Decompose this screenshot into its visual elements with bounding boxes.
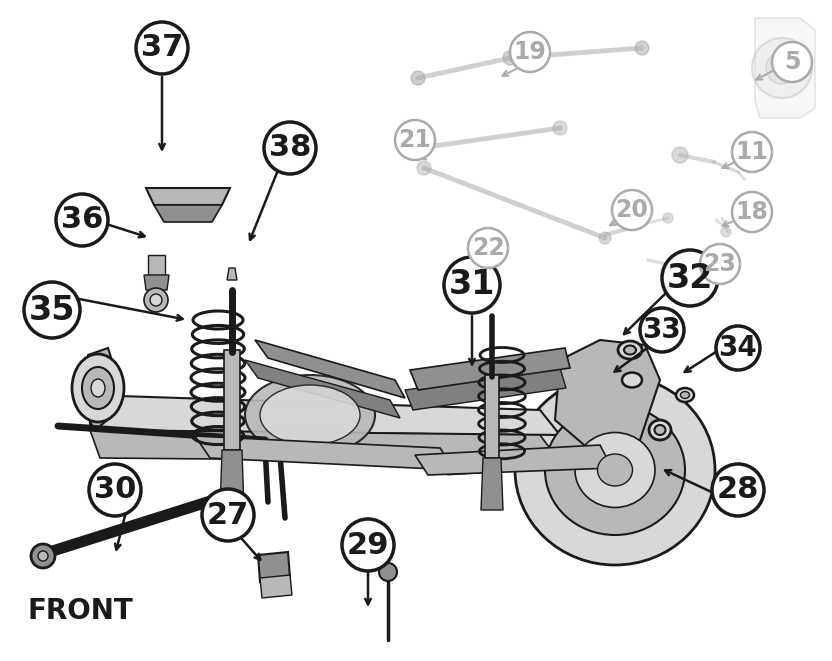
Polygon shape: [90, 395, 560, 435]
Circle shape: [712, 464, 764, 516]
Polygon shape: [90, 430, 560, 462]
Circle shape: [503, 51, 517, 65]
Circle shape: [612, 190, 652, 230]
Circle shape: [766, 52, 798, 84]
Ellipse shape: [575, 432, 655, 508]
Polygon shape: [82, 348, 115, 430]
Text: 32: 32: [666, 262, 713, 295]
Polygon shape: [245, 360, 400, 418]
Text: 35: 35: [29, 293, 75, 327]
Text: 28: 28: [717, 475, 759, 504]
Text: 11: 11: [735, 140, 769, 164]
Text: FRONT: FRONT: [28, 597, 134, 625]
Polygon shape: [255, 340, 405, 398]
Polygon shape: [410, 348, 570, 390]
Text: 27: 27: [207, 500, 249, 529]
Polygon shape: [195, 436, 455, 470]
Text: 38: 38: [269, 134, 311, 163]
Text: 36: 36: [61, 206, 103, 235]
Polygon shape: [415, 445, 612, 475]
Circle shape: [672, 147, 688, 163]
Circle shape: [635, 41, 649, 55]
Circle shape: [701, 267, 711, 277]
Polygon shape: [755, 18, 815, 118]
Circle shape: [772, 42, 812, 82]
Polygon shape: [555, 340, 660, 450]
Circle shape: [412, 140, 428, 156]
Circle shape: [640, 308, 684, 352]
Circle shape: [202, 489, 254, 541]
Ellipse shape: [82, 367, 114, 409]
Circle shape: [700, 244, 740, 284]
Polygon shape: [405, 368, 566, 410]
Circle shape: [553, 121, 567, 135]
Polygon shape: [224, 350, 240, 450]
Circle shape: [663, 213, 673, 223]
Text: 31: 31: [448, 268, 495, 301]
Circle shape: [417, 161, 431, 175]
Ellipse shape: [515, 375, 715, 565]
Text: 34: 34: [719, 334, 757, 362]
Circle shape: [468, 228, 508, 268]
Polygon shape: [481, 458, 503, 510]
Polygon shape: [154, 205, 222, 222]
Text: 33: 33: [642, 316, 681, 344]
Text: 18: 18: [735, 200, 769, 224]
Polygon shape: [146, 188, 230, 205]
Circle shape: [38, 551, 48, 561]
Ellipse shape: [676, 388, 694, 402]
Text: 5: 5: [784, 50, 800, 74]
Circle shape: [56, 194, 108, 246]
Text: 21: 21: [399, 128, 431, 152]
Circle shape: [411, 71, 425, 85]
Circle shape: [662, 250, 718, 306]
Ellipse shape: [649, 420, 671, 440]
Ellipse shape: [681, 391, 690, 399]
Circle shape: [444, 257, 500, 313]
Ellipse shape: [597, 454, 632, 486]
Ellipse shape: [545, 405, 685, 535]
Text: 23: 23: [704, 252, 736, 276]
Polygon shape: [260, 575, 292, 598]
Ellipse shape: [260, 385, 360, 445]
Circle shape: [24, 282, 80, 338]
Ellipse shape: [655, 425, 666, 435]
Circle shape: [89, 464, 141, 516]
Text: 37: 37: [141, 34, 183, 63]
Text: 20: 20: [616, 198, 648, 222]
Circle shape: [732, 132, 772, 172]
Circle shape: [136, 22, 188, 74]
Ellipse shape: [91, 379, 105, 397]
Ellipse shape: [245, 375, 375, 455]
Circle shape: [732, 192, 772, 232]
Circle shape: [31, 544, 55, 568]
Polygon shape: [148, 255, 165, 275]
Polygon shape: [144, 275, 169, 290]
Ellipse shape: [618, 341, 642, 359]
Circle shape: [264, 122, 316, 174]
Circle shape: [716, 326, 760, 370]
Circle shape: [721, 227, 731, 237]
Polygon shape: [220, 450, 244, 510]
Polygon shape: [258, 552, 290, 582]
Circle shape: [379, 563, 397, 581]
Text: 19: 19: [513, 40, 547, 64]
Circle shape: [510, 32, 550, 72]
Ellipse shape: [622, 373, 642, 387]
Circle shape: [144, 288, 168, 312]
Ellipse shape: [624, 346, 636, 354]
Circle shape: [150, 294, 162, 306]
Text: 29: 29: [347, 531, 389, 559]
Circle shape: [752, 38, 812, 98]
Text: 30: 30: [94, 475, 136, 504]
Circle shape: [599, 232, 611, 244]
Polygon shape: [227, 268, 237, 280]
Text: 22: 22: [472, 236, 504, 260]
Circle shape: [395, 120, 435, 160]
Ellipse shape: [72, 354, 124, 422]
Circle shape: [342, 519, 394, 571]
Polygon shape: [485, 375, 499, 458]
